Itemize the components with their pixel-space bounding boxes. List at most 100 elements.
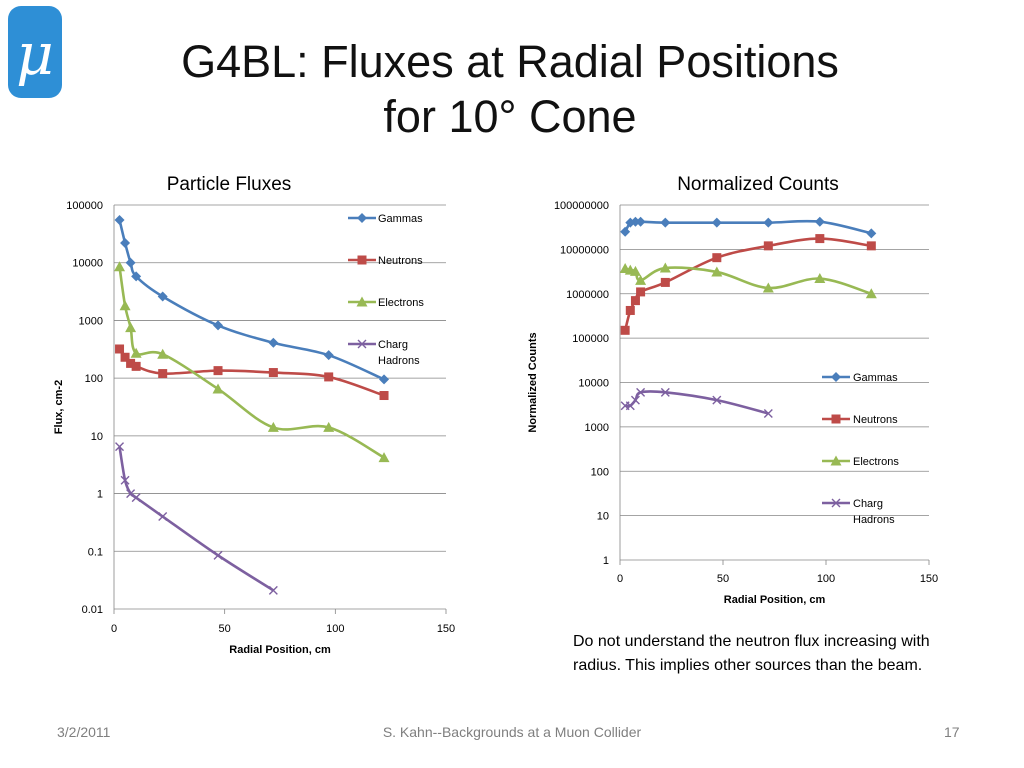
data-point: [114, 214, 125, 225]
data-point: [636, 287, 646, 297]
y-axis-label: Normalized Counts: [527, 332, 539, 432]
data-point: [268, 368, 278, 378]
y-tick-label: 0.01: [82, 604, 103, 616]
legend-label-line: Charg: [853, 498, 883, 510]
legend-item-charg-hadrons: Charg Hadrons: [348, 339, 420, 367]
data-point: [157, 291, 168, 302]
x-tick-label: 50: [717, 573, 729, 585]
data-point: [213, 320, 224, 331]
legend-label: Neutrons: [853, 414, 898, 426]
gridlines: [114, 204, 446, 610]
data-point: [814, 273, 826, 284]
gridlines: [620, 204, 929, 561]
series-charg-hadrons: [115, 442, 278, 595]
data-point: [660, 277, 670, 287]
data-point: [379, 391, 389, 401]
legend-item-electrons: Electrons: [822, 455, 899, 468]
data-point: [131, 361, 141, 371]
data-point: [120, 237, 131, 248]
legend-swatch-marker: [357, 213, 367, 223]
data-point: [213, 366, 223, 376]
data-point: [712, 395, 722, 405]
series-gammas: [114, 214, 390, 385]
data-point: [660, 217, 671, 228]
legend-swatch-marker: [831, 498, 841, 508]
legend-label: Electrons: [853, 456, 899, 468]
legend-item-gammas: Gammas: [822, 372, 898, 384]
legend-swatch-marker: [830, 455, 842, 466]
data-point: [323, 350, 334, 361]
data-point: [131, 271, 142, 282]
legend-label: Electrons: [378, 297, 424, 309]
slide-title: G4BL: Fluxes at Radial Positions for 10°…: [100, 34, 920, 144]
series-gammas: [620, 216, 877, 239]
y-tick-label: 0.1: [88, 546, 103, 558]
series-line: [625, 390, 769, 415]
y-tick-label: 100000: [66, 200, 103, 212]
legend-label: Neutrons: [378, 255, 423, 267]
legend-item-electrons: Electrons: [348, 296, 424, 309]
legend-swatch-marker: [356, 296, 368, 307]
legend-item-gammas: Gammas: [348, 213, 423, 225]
data-point: [157, 348, 169, 359]
data-point: [119, 300, 131, 311]
y-tick-label: 10: [597, 511, 609, 523]
y-tick-label: 1: [97, 489, 103, 501]
y-tick-label: 10000: [578, 378, 609, 390]
data-point: [158, 512, 168, 522]
data-point: [814, 216, 825, 227]
legend-label-line: Hadrons: [378, 355, 420, 367]
data-point: [660, 387, 670, 397]
data-point: [659, 262, 671, 273]
data-point: [630, 296, 640, 306]
legend: Gammas Neutrons Electrons Charg Hadrons: [822, 372, 899, 526]
legend-swatch-marker: [831, 372, 841, 382]
x-tick-label: 100: [817, 573, 835, 585]
data-point: [115, 442, 125, 452]
y-tick-label: 10: [91, 431, 103, 443]
x-tick-label: 0: [617, 573, 623, 585]
legend: Gammas Neutrons Electrons Charg Hadrons: [348, 213, 424, 367]
series-line: [118, 446, 275, 592]
x-tick-label: 50: [219, 623, 231, 635]
mu-logo-badge: [8, 6, 62, 98]
legend-label: Gammas: [853, 372, 898, 384]
y-tick-label: 1000000: [566, 289, 609, 301]
x-tick-label: 150: [920, 573, 938, 585]
data-point: [620, 325, 630, 335]
data-point: [865, 288, 877, 299]
data-point: [866, 241, 876, 251]
data-point: [711, 266, 723, 277]
data-point: [212, 383, 224, 394]
y-tick-label: 100: [85, 373, 103, 385]
data-point: [763, 217, 774, 228]
data-point: [635, 274, 647, 285]
legend-label: Charg Hadrons: [853, 498, 895, 526]
legend-swatch-marker: [357, 255, 367, 265]
data-point: [158, 369, 168, 379]
y-tick-label: 100000000: [554, 200, 609, 212]
data-point: [712, 253, 722, 263]
x-tick-label: 0: [111, 623, 117, 635]
data-point: [762, 282, 774, 293]
data-point: [815, 234, 825, 244]
chart-title: Normalized Counts: [677, 174, 839, 195]
data-point: [120, 475, 130, 485]
data-point: [625, 305, 635, 315]
data-point: [268, 337, 279, 348]
series-electrons: [114, 261, 390, 463]
series-neutrons: [115, 344, 389, 401]
legend-label: Charg Hadrons: [378, 339, 420, 367]
y-tick-label: 1000: [79, 315, 103, 327]
data-point: [620, 226, 631, 237]
data-point: [114, 261, 126, 272]
series-charg-hadrons: [620, 387, 773, 419]
y-tick-label: 10000: [72, 258, 103, 270]
data-point: [630, 395, 640, 405]
legend-swatch-marker: [357, 339, 367, 349]
data-point: [115, 344, 125, 354]
data-point: [629, 265, 641, 276]
particle-fluxes-chart: Particle Fluxes0.010.1110100100010000100…: [53, 174, 455, 656]
data-point: [130, 347, 142, 358]
data-point: [267, 421, 279, 432]
